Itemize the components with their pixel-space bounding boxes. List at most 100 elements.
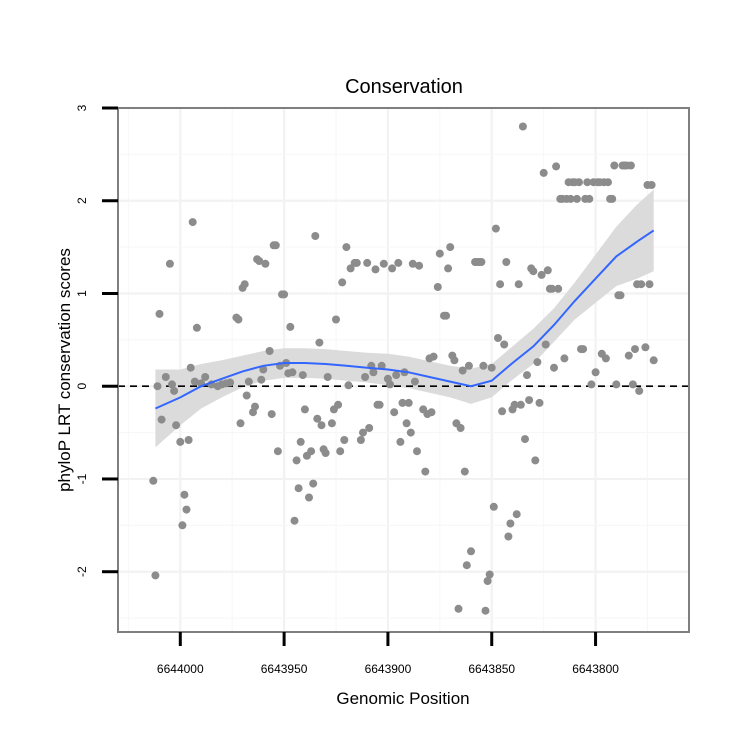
- y-tick-label: 1: [75, 290, 89, 297]
- data-point: [535, 398, 544, 407]
- y-axis-ticks: -2 -1 0 1 2 3: [75, 104, 118, 577]
- data-point: [626, 161, 635, 170]
- data-point: [161, 373, 170, 381]
- data-point: [170, 386, 179, 395]
- data-point: [521, 435, 529, 444]
- data-point: [190, 377, 199, 386]
- data-point: [645, 280, 654, 289]
- data-point: [450, 356, 459, 365]
- data-point: [550, 363, 558, 372]
- data-point: [338, 278, 347, 287]
- data-point: [332, 315, 340, 324]
- data-point: [261, 259, 270, 268]
- data-point: [265, 347, 274, 355]
- data-point: [359, 428, 367, 437]
- data-point: [336, 447, 345, 456]
- data-point: [616, 291, 625, 300]
- data-point: [346, 264, 355, 273]
- data-point: [406, 428, 415, 437]
- data-point: [192, 323, 201, 332]
- data-point: [388, 264, 397, 273]
- data-point: [502, 258, 511, 266]
- data-point: [479, 361, 488, 370]
- data-points: [149, 122, 658, 615]
- data-point: [572, 194, 581, 203]
- data-point: [433, 283, 442, 291]
- data-point: [375, 400, 384, 409]
- data-point: [442, 311, 451, 320]
- smooth-line: [154, 229, 655, 410]
- data-point: [523, 371, 531, 380]
- data-point: [242, 391, 251, 400]
- confidence-band-area: [155, 189, 654, 448]
- data-point: [548, 284, 556, 293]
- data-point: [155, 309, 164, 318]
- data-point: [427, 408, 436, 417]
- data-point: [460, 467, 469, 476]
- data-point: [612, 380, 621, 389]
- data-point: [464, 361, 473, 370]
- data-point: [554, 284, 563, 293]
- y-tick-label: 3: [75, 104, 89, 111]
- data-point: [529, 267, 538, 276]
- data-point: [587, 380, 596, 389]
- data-point: [435, 249, 444, 258]
- data-point: [149, 476, 158, 485]
- data-point: [286, 322, 295, 331]
- data-point: [496, 280, 505, 289]
- data-point: [429, 352, 438, 361]
- data-point: [485, 570, 494, 579]
- data-point: [257, 375, 266, 384]
- data-point: [340, 436, 349, 444]
- data-point: [321, 449, 330, 457]
- data-point: [637, 280, 646, 289]
- data-point: [543, 266, 552, 275]
- y-axis-title: phyloP LRT conservation scores: [55, 248, 74, 492]
- data-point: [462, 561, 471, 570]
- data-point: [182, 505, 191, 514]
- data-point: [454, 604, 463, 613]
- data-point: [537, 270, 546, 279]
- data-point: [635, 386, 644, 395]
- data-point: [533, 358, 542, 367]
- data-point: [352, 258, 361, 267]
- data-point: [458, 366, 467, 375]
- data-point: [539, 168, 548, 177]
- data-point: [317, 421, 326, 430]
- data-point: [500, 340, 509, 349]
- data-point: [415, 261, 424, 270]
- data-point: [323, 373, 332, 381]
- data-point: [188, 218, 197, 227]
- chart-title: Conservation: [345, 76, 463, 98]
- data-point: [394, 258, 403, 267]
- data-point: [307, 447, 316, 456]
- data-point: [467, 547, 475, 556]
- data-point: [498, 407, 507, 416]
- data-point: [327, 419, 336, 428]
- data-point: [184, 436, 193, 444]
- data-point: [494, 334, 502, 342]
- data-point: [151, 571, 160, 580]
- data-point: [516, 400, 525, 409]
- data-point: [446, 243, 455, 252]
- data-point: [313, 414, 322, 423]
- data-point: [541, 340, 550, 349]
- data-point: [631, 345, 639, 354]
- data-point: [579, 345, 588, 354]
- data-point: [396, 437, 405, 446]
- data-point: [361, 373, 370, 381]
- data-point: [566, 194, 575, 203]
- y-tick-label: -1: [75, 473, 89, 484]
- data-point: [398, 398, 407, 407]
- data-point: [583, 178, 592, 187]
- data-point: [296, 437, 305, 446]
- data-point: [280, 290, 289, 299]
- data-point: [404, 398, 413, 407]
- x-axis-ticks: 6644000 6643950 6643900 6643850 6643800: [157, 632, 619, 676]
- x-tick-label: 6643800: [572, 662, 619, 676]
- data-point: [334, 400, 343, 409]
- data-point: [649, 356, 658, 365]
- data-point: [489, 502, 498, 511]
- data-point: [369, 368, 378, 377]
- data-point: [591, 368, 600, 377]
